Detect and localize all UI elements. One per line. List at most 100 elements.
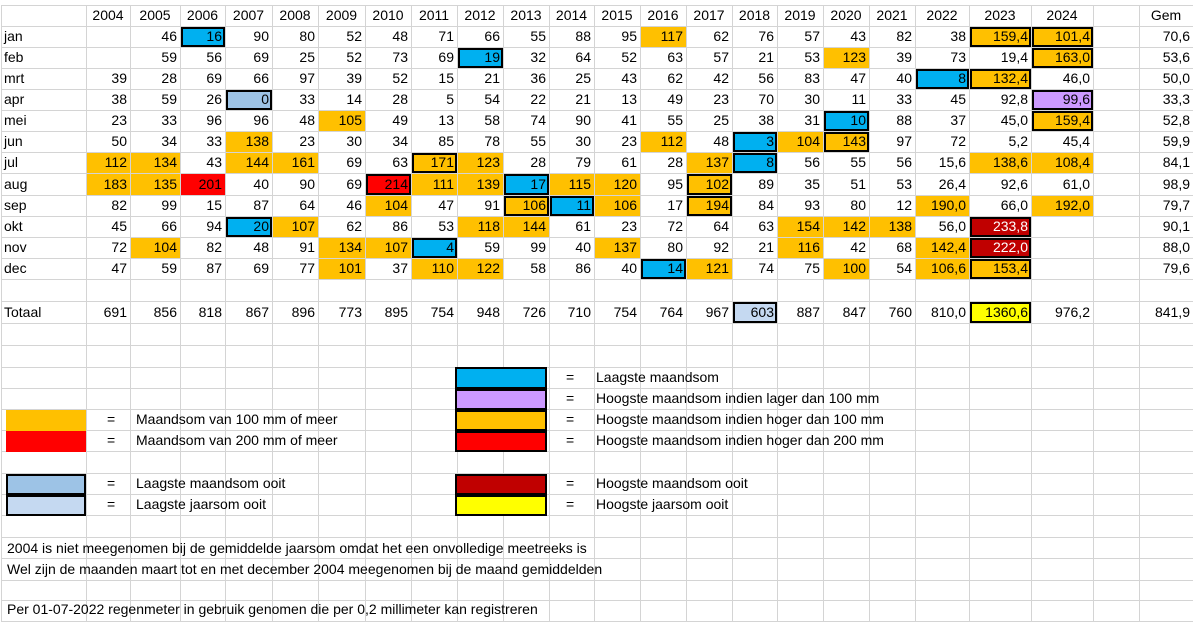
rainfall-cell: 40	[253, 176, 269, 192]
rainfall-cell: 28	[161, 70, 177, 86]
grid-line-vertical	[1139, 5, 1140, 621]
rainfall-cell: 95	[621, 28, 637, 44]
cell-highlight	[1032, 153, 1093, 173]
rainfall-cell: 201	[198, 176, 222, 192]
rainfall-cell: 0	[261, 91, 269, 107]
cell-highlight	[273, 153, 318, 173]
grid-line-horizontal	[1, 323, 1193, 324]
cell-highlight	[226, 90, 272, 110]
rainfall-cell: 40	[621, 260, 637, 276]
year-header: 2008	[279, 7, 311, 23]
cell-highlight	[366, 196, 411, 216]
cell-highlight	[1032, 90, 1093, 110]
rainfall-cell: 13	[438, 112, 454, 128]
rainfall-cell	[1031, 258, 1093, 279]
rainfall-cell: 95	[667, 176, 683, 192]
rainfall-cell: 14	[667, 260, 683, 276]
rainfall-cell: 142	[842, 218, 866, 234]
grid-line-horizontal	[1, 345, 1193, 346]
rainfall-cell: 97	[299, 70, 315, 86]
legend-equals: =	[566, 496, 575, 512]
rainfall-cell: 99	[530, 239, 546, 255]
rainfall-cell: 11	[851, 91, 866, 107]
rainfall-cell: 69	[346, 176, 362, 192]
grid-line-vertical	[969, 5, 970, 621]
rainfall-cell: 190,0	[930, 197, 966, 213]
legend-swatch-lowest-year-ever	[6, 495, 86, 516]
grid-line-horizontal	[1, 494, 1193, 495]
year-header: 2007	[232, 7, 265, 23]
rainfall-cell: 13	[621, 91, 637, 107]
month-average-cell: 79,7	[1162, 197, 1190, 213]
rainfall-cell: 62	[713, 28, 729, 44]
rainfall-cell: 100	[842, 260, 866, 276]
rainfall-cell: 123	[476, 154, 500, 170]
rainfall-cell: 52	[346, 49, 362, 65]
rainfall-cell: 66	[253, 70, 269, 86]
rainfall-cell: 144	[522, 218, 546, 234]
rainfall-cell: 117	[660, 28, 683, 44]
rainfall-cell: 8	[766, 154, 774, 170]
rainfall-cell: 39	[346, 70, 362, 86]
grid-line-horizontal	[1, 388, 1193, 389]
cell-highlight	[778, 238, 823, 258]
cell-highlight	[595, 238, 640, 258]
grid-line-vertical	[777, 5, 778, 621]
rainfall-cell: 87	[206, 260, 222, 276]
grid-line-vertical	[180, 5, 181, 621]
rainfall-cell: 57	[713, 49, 729, 65]
cell-highlight	[504, 196, 549, 216]
note-rain-gauge: Per 01-07-2022 regenmeter in gebruik gen…	[7, 601, 538, 617]
cell-highlight	[687, 259, 732, 279]
rainfall-cell: 171	[430, 154, 454, 170]
rainfall-cell: 23	[621, 218, 637, 234]
year-header: 2010	[372, 7, 404, 23]
rainfall-cell: 66	[161, 218, 177, 234]
month-average-cell: 90,1	[1162, 218, 1190, 234]
cell-highlight	[916, 238, 969, 258]
rainfall-cell: 192,0	[1054, 197, 1090, 213]
cell-highlight	[366, 238, 411, 258]
rainfall-cell: 37	[392, 260, 408, 276]
year-total-cell: 691	[103, 304, 127, 320]
grid-line-horizontal	[1, 173, 1193, 174]
cell-highlight	[970, 27, 1031, 47]
cell-highlight	[970, 69, 1031, 89]
rainfall-cell: 53	[896, 176, 912, 192]
rainfall-cell: 77	[299, 260, 315, 276]
year-total-cell: 726	[522, 304, 546, 320]
year-header: 2023	[984, 7, 1016, 23]
rainfall-cell: 104	[153, 239, 177, 255]
year-header: 2011	[418, 7, 450, 23]
rainfall-cell: 49	[392, 112, 408, 128]
year-total-cell: 710	[567, 304, 591, 320]
cell-highlight	[504, 217, 549, 237]
month-label: nov	[4, 239, 27, 255]
rainfall-cell: 55	[850, 154, 866, 170]
rainfall-cell: 48	[299, 112, 315, 128]
legend-swatch-highest-below-100	[455, 389, 547, 410]
rainfall-cell: 108,4	[1054, 154, 1090, 170]
grid-line-vertical	[1031, 5, 1032, 621]
year-total-cell: 895	[384, 304, 408, 320]
legend-label-highest-above-100: Hoogste maandsom indien hoger dan 100 mm	[596, 411, 884, 427]
year-total-cell: 818	[198, 304, 222, 320]
grid-line-horizontal	[1, 152, 1193, 153]
rainfall-cell: 135	[153, 176, 177, 192]
cell-highlight	[824, 259, 869, 279]
grid-line-vertical	[1, 5, 2, 621]
rainfall-cell: 78	[484, 133, 500, 149]
year-header: 2013	[510, 7, 542, 23]
year-header: 2020	[830, 7, 862, 23]
grid-line-horizontal	[1, 367, 1193, 368]
month-label: jul	[4, 154, 19, 170]
rainfall-cell: 39	[111, 70, 127, 86]
rainfall-cell: 55	[530, 133, 546, 149]
legend-swatch-highest-year-ever	[455, 495, 547, 516]
rainfall-cell: 59	[161, 91, 177, 107]
year-header: 2019	[784, 7, 816, 23]
rainfall-cell: 47	[850, 70, 866, 86]
cell-highlight	[273, 217, 318, 237]
year-total-cell: 976,2	[1054, 304, 1090, 320]
rainfall-cell: 85	[438, 133, 454, 149]
